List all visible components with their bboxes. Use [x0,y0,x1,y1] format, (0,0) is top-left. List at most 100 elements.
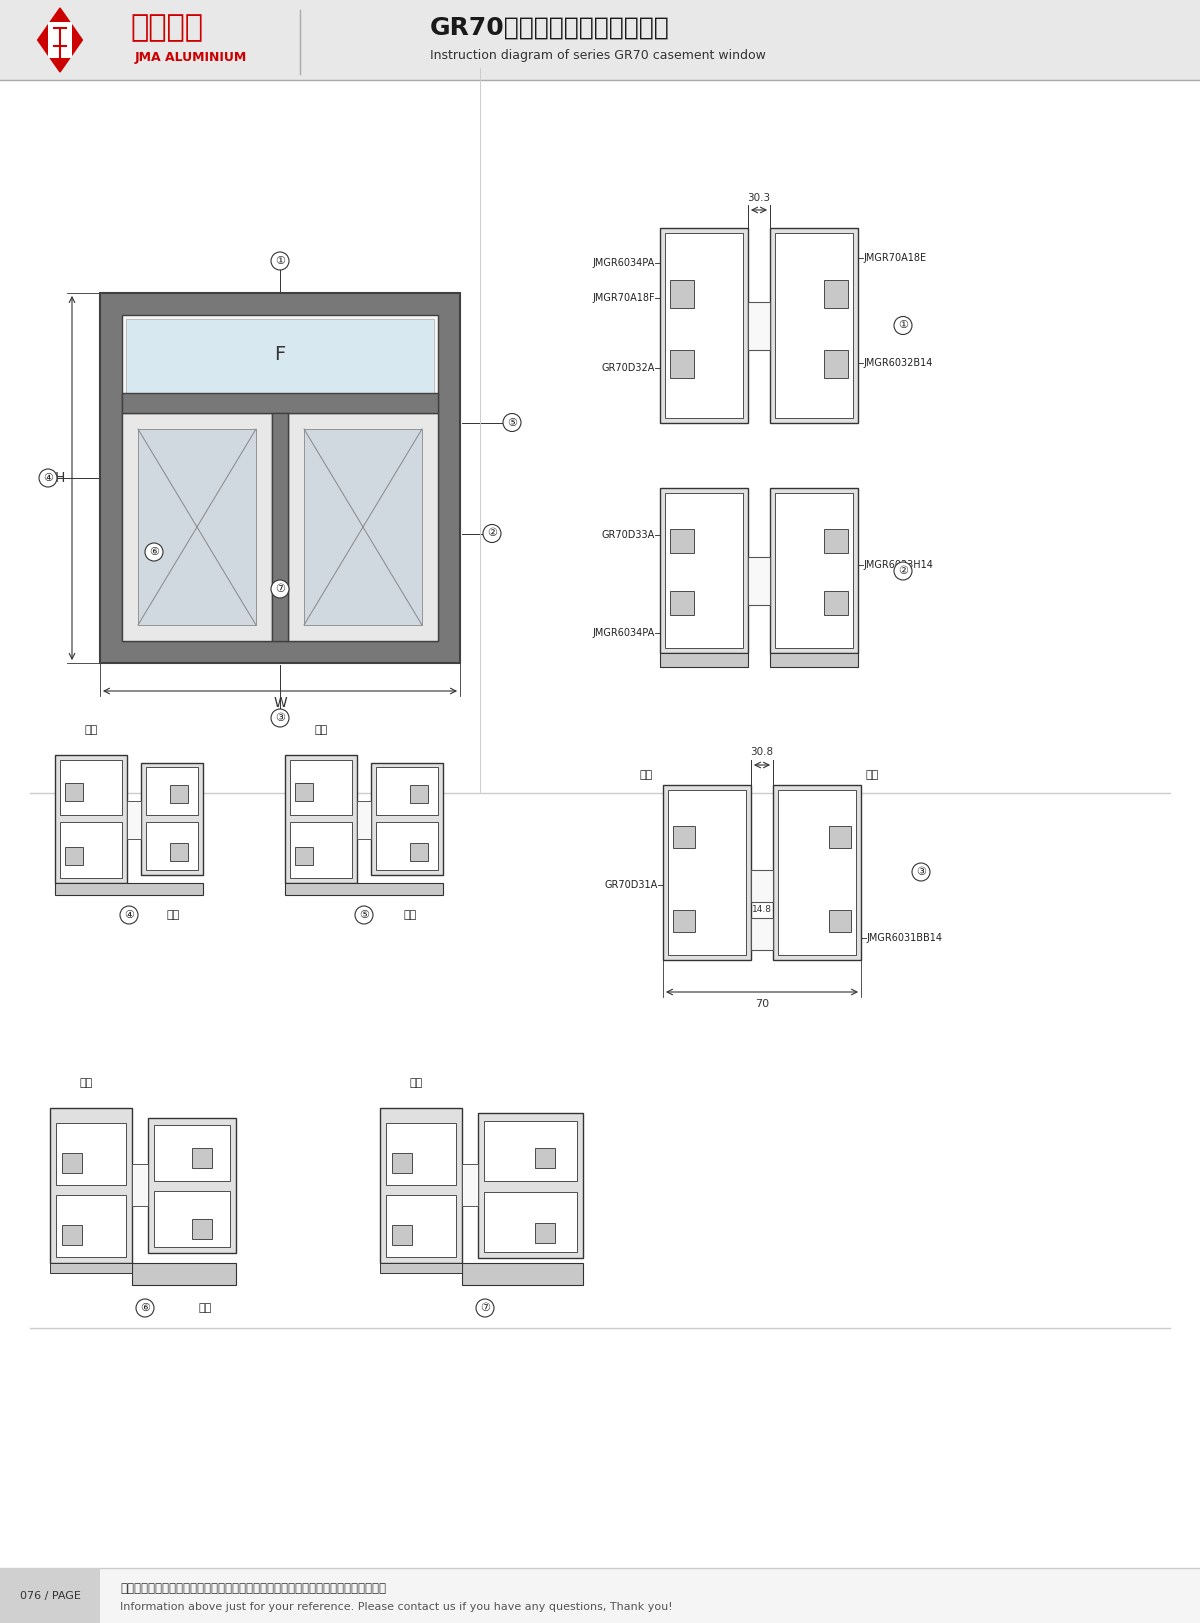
Bar [50,1109,132,1263]
Bar [146,821,198,870]
Bar [748,557,770,605]
Bar [670,591,694,615]
Text: ③: ③ [275,712,286,722]
Text: ③: ③ [916,867,926,876]
Bar [272,412,288,641]
Bar [824,591,848,615]
Bar [380,1109,462,1263]
Bar [386,1123,456,1185]
Circle shape [482,524,502,542]
Bar [824,281,848,308]
Text: 30.3: 30.3 [748,193,770,203]
Text: ②: ② [487,529,497,539]
Bar [55,883,203,894]
Bar [132,1164,148,1206]
Bar [660,489,748,652]
Bar [0,0,1200,80]
Bar [829,826,851,847]
Text: 室内: 室内 [84,725,97,735]
Bar [62,1152,82,1173]
Circle shape [476,1298,494,1316]
Bar [304,428,422,625]
Bar [484,1191,577,1251]
Text: JMGR6034PA: JMGR6034PA [593,258,655,268]
Text: 14.8: 14.8 [752,906,772,914]
Bar [660,227,748,424]
Bar [62,1225,82,1245]
Bar [751,870,773,902]
Text: 室外: 室外 [198,1303,211,1313]
Bar [56,1195,126,1256]
Bar [670,351,694,378]
Bar [65,782,83,802]
Circle shape [271,252,289,269]
Bar [748,302,770,351]
Bar [132,1263,236,1285]
Bar [127,802,142,839]
Bar [410,786,428,803]
Bar [142,763,203,875]
Text: ⑤: ⑤ [359,911,370,920]
Bar [60,760,122,815]
Text: Instruction diagram of series GR70 casement window: Instruction diagram of series GR70 casem… [430,49,766,63]
Text: GR70系列隔热平开门窗结构图: GR70系列隔热平开门窗结构图 [430,16,670,41]
Bar [770,489,858,652]
Text: 室内: 室内 [79,1078,92,1087]
Bar [122,412,272,641]
Bar [371,763,443,875]
Text: JMGR6032B14: JMGR6032B14 [863,359,932,368]
Bar [122,315,438,641]
Text: 70: 70 [755,1000,769,1010]
Text: ②: ② [898,566,908,576]
Bar [56,1123,126,1185]
Bar [60,821,122,878]
Text: GR70D31A: GR70D31A [605,880,658,889]
Bar [65,847,83,865]
Text: ④: ④ [43,472,53,484]
Text: H: H [55,471,65,485]
Bar [48,23,72,58]
Bar [376,768,438,815]
Bar [192,1147,212,1169]
Text: 076 / PAGE: 076 / PAGE [19,1591,80,1600]
Circle shape [271,579,289,597]
Bar [410,842,428,860]
Bar [484,1121,577,1182]
Bar [775,493,853,648]
Bar [170,842,188,860]
Bar [290,760,352,815]
Bar [138,428,256,625]
Bar [380,1263,462,1272]
Bar [478,1113,583,1258]
Bar [673,911,695,932]
Bar [773,786,862,959]
Text: 30.8: 30.8 [750,747,774,756]
Bar [770,652,858,667]
Circle shape [912,863,930,881]
Bar [358,802,371,839]
Text: JMGR6033H14: JMGR6033H14 [863,560,932,570]
Bar [670,529,694,553]
Bar [376,821,438,870]
Bar [824,529,848,553]
Text: JMGR6034PA: JMGR6034PA [593,628,655,638]
Bar [146,768,198,815]
Bar [286,883,443,894]
Bar [662,786,751,959]
Bar [665,493,743,648]
Text: GR70D33A: GR70D33A [601,531,655,540]
Bar [665,234,743,419]
Bar [295,847,313,865]
Text: ①: ① [898,320,908,331]
Text: 室外: 室外 [167,911,180,920]
Bar [122,393,438,412]
Text: ④: ④ [124,911,134,920]
Bar [170,786,188,803]
Bar [295,782,313,802]
Text: ①: ① [275,256,286,266]
Circle shape [145,544,163,562]
Bar [286,755,358,883]
Bar [288,412,438,641]
Text: 室内: 室内 [409,1078,422,1087]
Circle shape [894,316,912,334]
